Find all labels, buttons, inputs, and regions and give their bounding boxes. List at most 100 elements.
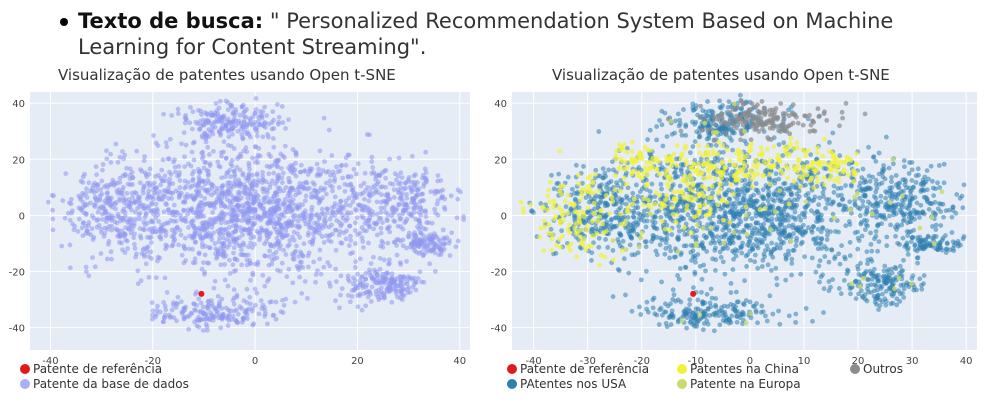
data-point — [701, 263, 706, 268]
data-point — [108, 152, 113, 157]
data-point — [246, 219, 251, 224]
data-point — [814, 240, 819, 245]
data-point — [914, 180, 919, 185]
data-point — [786, 249, 791, 254]
data-point — [247, 163, 252, 168]
data-point — [792, 185, 797, 190]
data-point — [440, 194, 445, 199]
data-point — [372, 268, 377, 273]
data-point — [214, 101, 219, 106]
data-point — [104, 148, 109, 153]
data-point — [721, 259, 726, 264]
data-point — [294, 151, 299, 156]
legend-item-database[interactable]: Patente da base de dados — [20, 377, 189, 391]
data-point — [766, 262, 771, 267]
data-point — [926, 235, 931, 240]
data-point — [125, 191, 130, 196]
legend-item-reference[interactable]: Patente de referência — [20, 362, 162, 376]
data-point — [264, 179, 269, 184]
data-point — [887, 185, 892, 190]
data-point — [292, 238, 297, 243]
data-point — [369, 261, 374, 266]
data-point — [748, 300, 753, 305]
data-point — [125, 203, 130, 208]
data-point — [847, 199, 852, 204]
data-point — [161, 193, 166, 198]
data-point — [793, 210, 798, 215]
reference-point[interactable] — [198, 291, 204, 297]
data-point — [219, 175, 224, 180]
data-point — [668, 248, 673, 253]
data-point — [713, 257, 718, 262]
data-point — [759, 304, 764, 309]
data-point — [81, 174, 86, 179]
data-point — [334, 218, 339, 223]
data-point — [953, 211, 958, 216]
data-point — [345, 212, 350, 217]
data-point — [253, 160, 258, 165]
data-point — [396, 190, 401, 195]
data-point — [729, 138, 734, 143]
data-point — [304, 194, 309, 199]
data-point — [423, 150, 428, 155]
data-point — [283, 297, 288, 302]
data-point — [213, 279, 218, 284]
data-point — [789, 273, 794, 278]
data-point — [210, 225, 215, 230]
data-point — [162, 174, 167, 179]
data-point — [774, 276, 779, 281]
data-point — [193, 226, 198, 231]
data-point — [359, 214, 364, 219]
data-point — [358, 183, 363, 188]
data-point — [211, 149, 216, 154]
data-point — [230, 132, 235, 137]
data-point — [883, 216, 888, 221]
data-point — [696, 307, 701, 312]
data-point — [307, 225, 312, 230]
data-point — [138, 226, 143, 231]
data-point — [217, 303, 222, 308]
data-point — [151, 308, 156, 313]
data-point — [926, 241, 931, 246]
right-panel: Visualização de patentes usando Open t-S… — [490, 66, 985, 396]
data-point — [658, 242, 663, 247]
data-point — [271, 145, 276, 150]
data-point — [873, 202, 878, 207]
data-point — [344, 163, 349, 168]
data-point — [641, 212, 646, 217]
data-point — [901, 258, 906, 263]
data-point — [618, 233, 623, 238]
data-point — [121, 195, 126, 200]
data-point — [356, 304, 361, 309]
data-point — [278, 269, 283, 274]
data-point — [277, 115, 282, 120]
data-point — [868, 179, 873, 184]
data-point — [334, 164, 339, 169]
data-point — [352, 196, 357, 201]
data-point — [654, 313, 659, 318]
data-point — [781, 140, 786, 145]
data-point — [904, 283, 909, 288]
data-point — [182, 154, 187, 159]
data-point — [861, 167, 866, 172]
data-point — [166, 156, 171, 161]
data-point — [700, 240, 705, 245]
data-point — [198, 193, 203, 198]
data-point — [265, 279, 270, 284]
data-point — [131, 235, 136, 240]
data-point — [864, 222, 869, 227]
data-point — [298, 170, 303, 175]
data-point — [877, 151, 882, 156]
data-point — [316, 201, 321, 206]
data-point — [340, 286, 345, 291]
data-point — [297, 181, 302, 186]
data-point — [888, 222, 893, 227]
data-point — [856, 272, 861, 277]
data-point — [248, 261, 253, 266]
data-point — [178, 185, 183, 190]
data-point — [153, 215, 158, 220]
data-point — [155, 304, 160, 309]
data-point — [910, 167, 915, 172]
data-point — [270, 258, 275, 263]
data-point — [693, 139, 698, 144]
